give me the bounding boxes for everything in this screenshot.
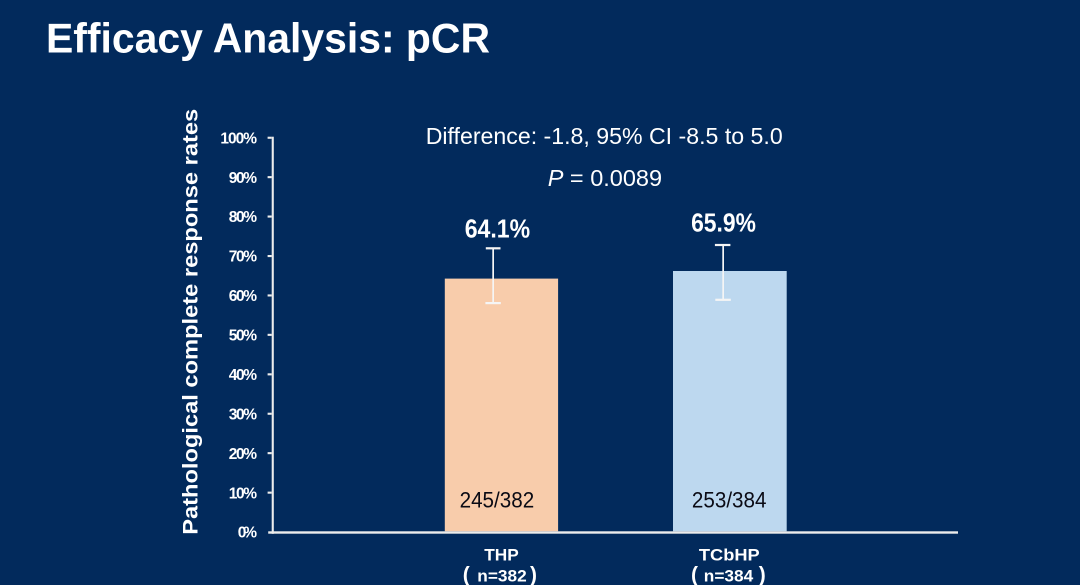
svg-text:30%: 30% <box>229 406 257 423</box>
svg-text:245/382: 245/382 <box>460 487 535 512</box>
svg-text:100%: 100% <box>220 130 257 147</box>
svg-text:253/384: 253/384 <box>692 487 767 512</box>
svg-text:80%: 80% <box>229 209 257 226</box>
svg-text:20%: 20% <box>229 446 257 463</box>
svg-text:70%: 70% <box>229 249 257 266</box>
svg-text:0%: 0% <box>238 525 257 542</box>
svg-text:): ) <box>530 563 537 585</box>
svg-text:64.1%: 64.1% <box>465 214 530 244</box>
svg-text:10%: 10% <box>229 485 257 502</box>
svg-text:65.9%: 65.9% <box>691 207 756 237</box>
svg-text:n=382: n=382 <box>477 566 526 585</box>
svg-text:): ) <box>759 563 766 585</box>
svg-text:(: ( <box>691 563 698 585</box>
svg-text:Pathological complete response: Pathological complete response rates <box>180 109 203 535</box>
svg-text:40%: 40% <box>229 367 257 384</box>
svg-text:60%: 60% <box>229 288 257 305</box>
svg-text:THP: THP <box>484 545 519 564</box>
svg-text:P = 0.0089: P = 0.0089 <box>548 165 662 191</box>
svg-text:Efficacy Analysis: pCR: Efficacy Analysis: pCR <box>46 15 490 62</box>
svg-text:TCbHP: TCbHP <box>699 545 760 564</box>
svg-text:n=384: n=384 <box>704 566 754 585</box>
svg-text:90%: 90% <box>229 170 257 187</box>
svg-text:50%: 50% <box>229 328 257 345</box>
svg-text:(: ( <box>463 563 470 585</box>
svg-text:Difference: -1.8, 95% CI -8.5: Difference: -1.8, 95% CI -8.5 to 5.0 <box>426 123 783 149</box>
